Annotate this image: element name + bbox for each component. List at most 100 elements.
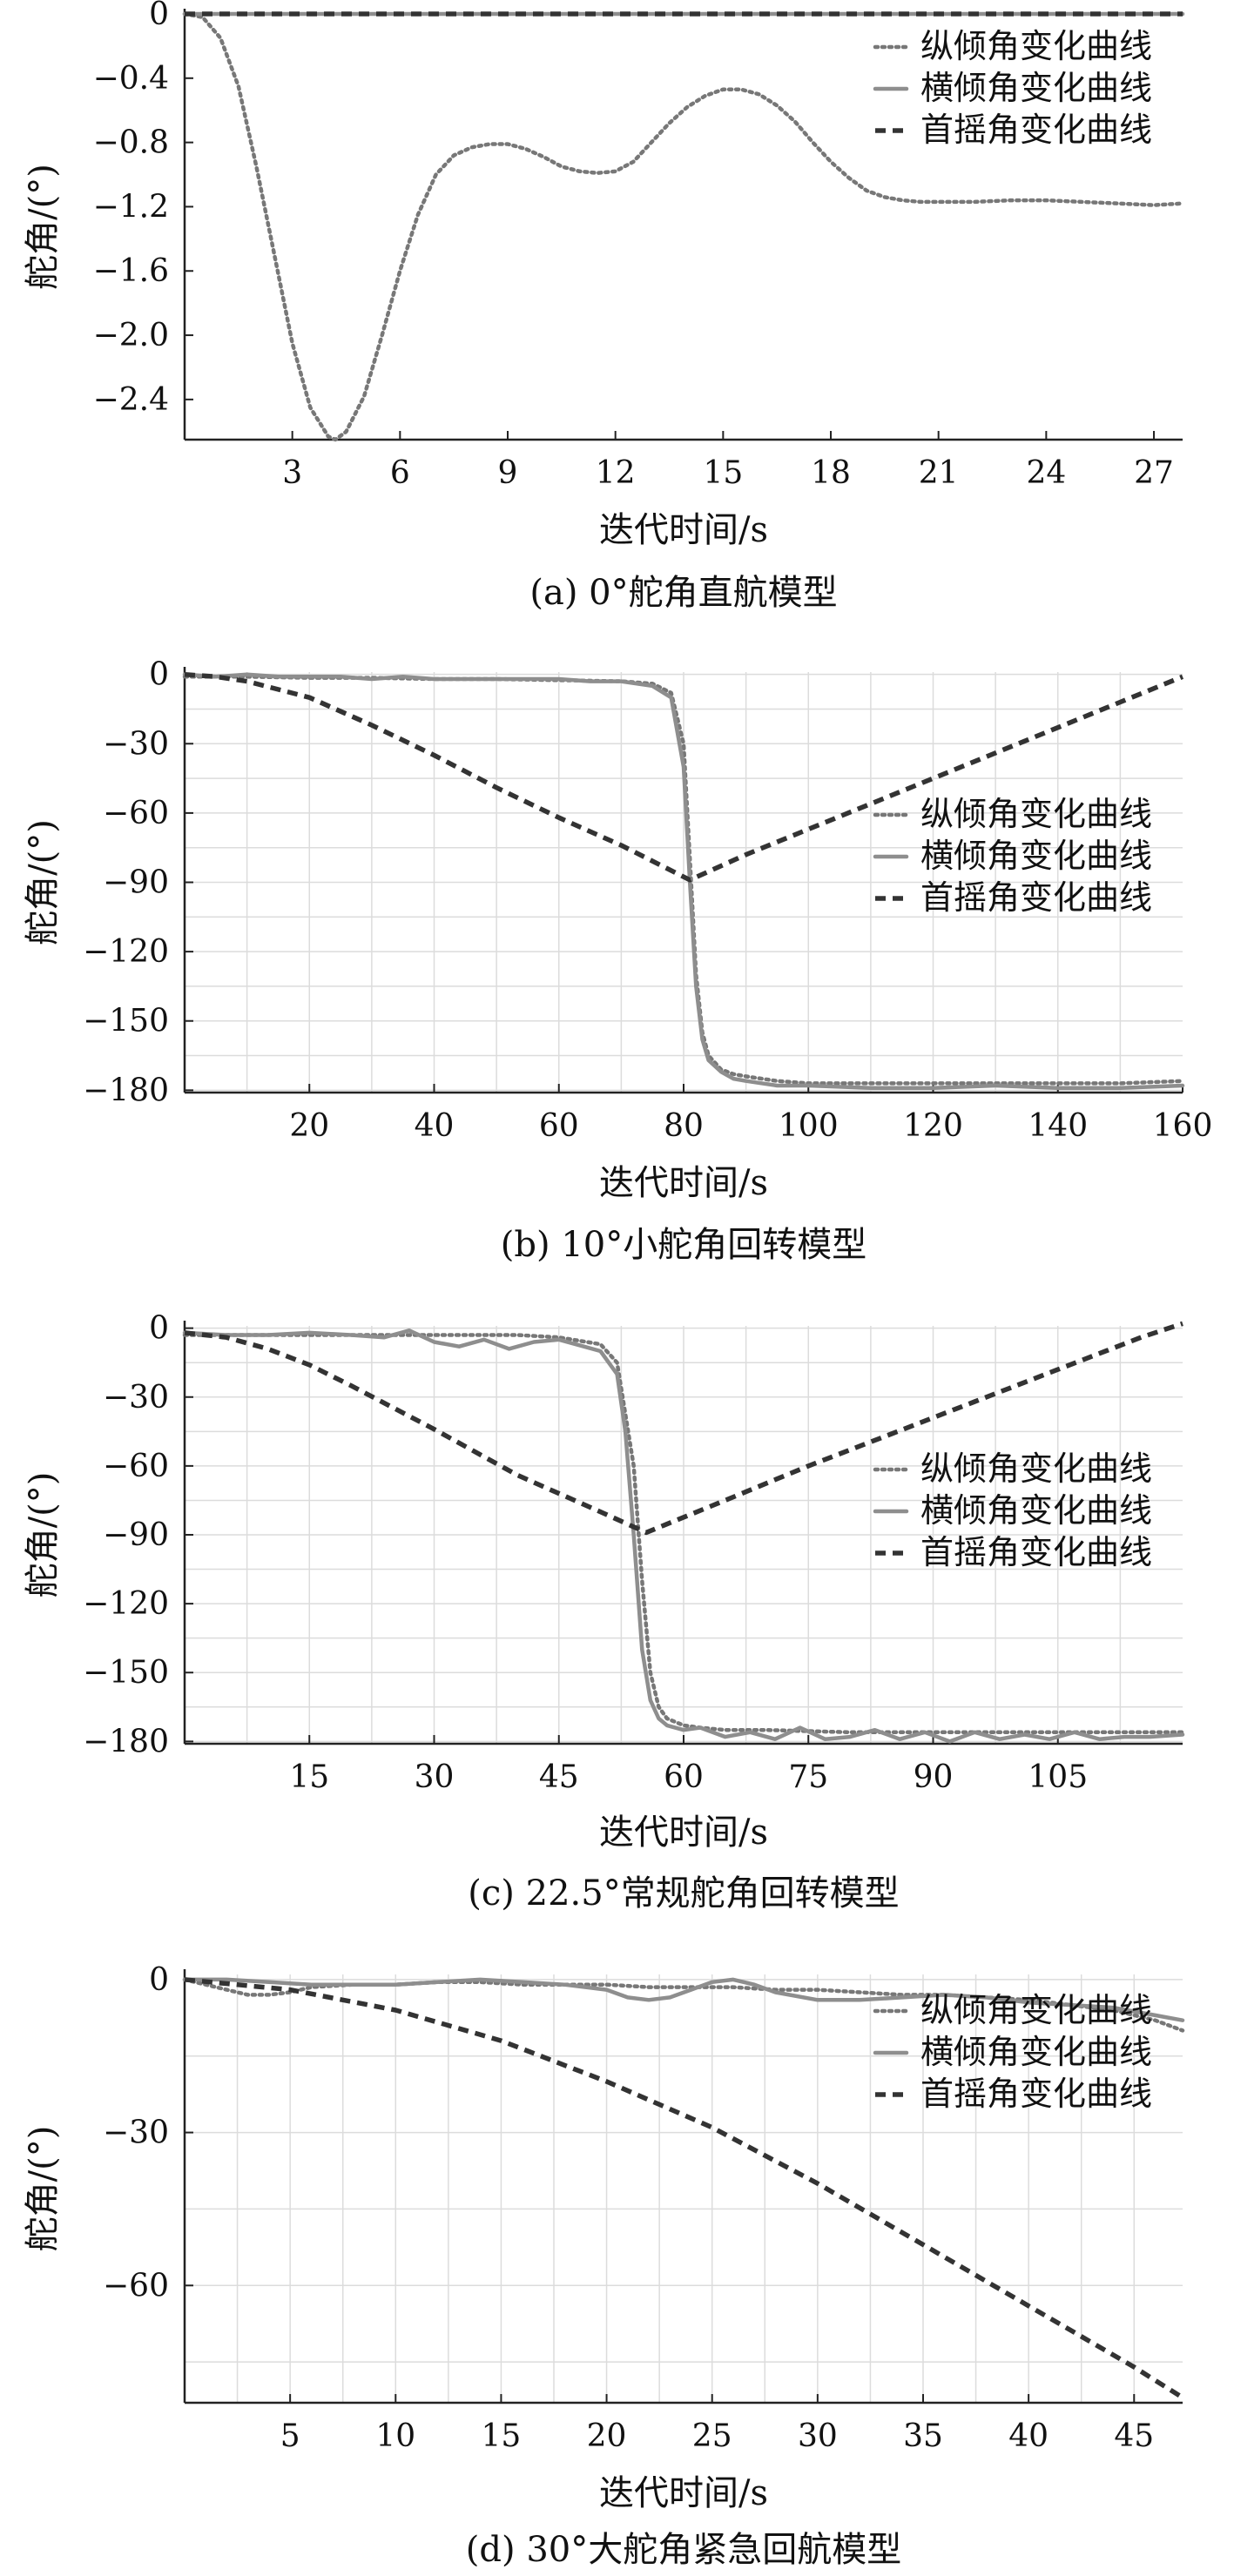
y-tick-label: −150 bbox=[83, 1004, 169, 1039]
x-tick-label: 30 bbox=[798, 2418, 838, 2454]
legend-label: 首摇角变化曲线 bbox=[920, 1533, 1152, 1571]
legend-label: 横倾角变化曲线 bbox=[920, 837, 1152, 875]
chart-panel-3: 15 30 45 60 75 90 105 0 −30 −60 −90 −120 −150 −180 纵倾角… bbox=[23, 1311, 1185, 1914]
y-tick-label: 0 bbox=[149, 1311, 169, 1347]
y-axis-label: 舵角/(°) bbox=[23, 1472, 63, 1598]
x-tick-label: 60 bbox=[664, 1759, 704, 1795]
x-tick-label: 21 bbox=[919, 455, 959, 491]
x-tick-label: 6 bbox=[390, 455, 410, 491]
chart-panel-1: 3 6 9 12 15 18 21 24 27 0 −0.4 −0.8 −1.2 −1.6 −2.0 −2.4… bbox=[23, 0, 1185, 613]
legend-label: 横倾角变化曲线 bbox=[920, 1491, 1152, 1530]
y-tick-label: −60 bbox=[103, 2268, 169, 2304]
y-axis-label: 舵角/(°) bbox=[23, 819, 63, 945]
legend-label: 横倾角变化曲线 bbox=[920, 69, 1152, 107]
chart-panel-4: 5 10 15 20 25 30 35 40 45 0 −30 −60 纵倾角变化曲线横倾角变化曲线首摇… bbox=[23, 1962, 1185, 2570]
x-axis-label: 迭代时间/s bbox=[599, 1163, 768, 1203]
x-tick-label: 75 bbox=[788, 1759, 828, 1795]
x-tick-label: 20 bbox=[587, 2418, 627, 2454]
grid bbox=[185, 1326, 1183, 1744]
x-tick-label: 100 bbox=[779, 1108, 839, 1144]
x-tick-label: 80 bbox=[664, 1108, 704, 1144]
x-tick-label: 27 bbox=[1134, 455, 1174, 491]
x-axis-label: 迭代时间/s bbox=[599, 510, 768, 550]
y-tick-label: −30 bbox=[103, 1380, 169, 1416]
x-tick-label: 15 bbox=[703, 455, 743, 491]
y-tick-label: −0.4 bbox=[93, 61, 169, 97]
y-tick-label: −1.2 bbox=[93, 189, 169, 225]
y-tick-label: −120 bbox=[83, 934, 169, 970]
y-tick-label: 0 bbox=[149, 657, 169, 693]
legend-label: 横倾角变化曲线 bbox=[920, 2033, 1152, 2071]
chart-caption: (b) 10°小舵角回转模型 bbox=[501, 1225, 866, 1265]
x-axis-label: 迭代时间/s bbox=[599, 2473, 768, 2513]
x-tick-label: 15 bbox=[482, 2418, 522, 2454]
y-tick-label: −60 bbox=[103, 796, 169, 831]
y-tick-label: −90 bbox=[103, 1517, 169, 1553]
legend-label: 首摇角变化曲线 bbox=[920, 111, 1152, 149]
y-axis-label: 舵角/(°) bbox=[23, 2126, 63, 2252]
x-axis-label: 迭代时间/s bbox=[599, 1813, 768, 1853]
legend-label: 纵倾角变化曲线 bbox=[920, 1449, 1152, 1488]
y-tick-label: −180 bbox=[83, 1724, 169, 1759]
x-tick-label: 25 bbox=[692, 2418, 732, 2454]
chart-caption: (d) 30°大舵角紧急回航模型 bbox=[466, 2530, 901, 2570]
x-tick-label: 5 bbox=[280, 2418, 300, 2454]
x-tick-label: 12 bbox=[596, 455, 636, 491]
y-tick-label: −150 bbox=[83, 1655, 169, 1691]
y-tick-label: −180 bbox=[83, 1073, 169, 1108]
chart-caption: (a) 0°舵角直航模型 bbox=[529, 573, 837, 613]
legend-label: 首摇角变化曲线 bbox=[920, 2075, 1152, 2113]
series-line-pitch bbox=[182, 11, 1185, 442]
y-tick-label: −60 bbox=[103, 1449, 169, 1484]
x-tick-label: 120 bbox=[903, 1108, 963, 1144]
x-tick-label: 3 bbox=[282, 455, 302, 491]
x-tick-label: 20 bbox=[289, 1108, 329, 1144]
legend-label: 纵倾角变化曲线 bbox=[920, 795, 1152, 833]
x-tick-label: 15 bbox=[289, 1759, 329, 1795]
x-tick-label: 45 bbox=[539, 1759, 579, 1795]
chart-panel-2: 20 40 60 80 100 120 140 160 0 −30 −60 −90 −120 −150 −1… bbox=[23, 657, 1212, 1265]
x-tick-label: 35 bbox=[903, 2418, 943, 2454]
y-tick-label: 0 bbox=[149, 0, 169, 32]
x-tick-label: 40 bbox=[415, 1108, 455, 1144]
x-tick-label: 40 bbox=[1008, 2418, 1049, 2454]
x-tick-label: 140 bbox=[1028, 1108, 1088, 1144]
x-tick-label: 10 bbox=[375, 2418, 415, 2454]
y-tick-label: 0 bbox=[149, 1962, 169, 1998]
x-tick-label: 60 bbox=[539, 1108, 579, 1144]
y-tick-label: −30 bbox=[103, 726, 169, 762]
x-tick-label: 90 bbox=[914, 1759, 954, 1795]
y-tick-label: −120 bbox=[83, 1586, 169, 1622]
x-tick-label: 30 bbox=[415, 1759, 455, 1795]
x-tick-label: 105 bbox=[1028, 1759, 1088, 1795]
y-tick-label: −0.8 bbox=[93, 125, 169, 161]
series-line-yaw bbox=[184, 671, 1184, 883]
x-tick-label: 45 bbox=[1114, 2418, 1154, 2454]
y-tick-label: −90 bbox=[103, 865, 169, 901]
grid bbox=[185, 1974, 1183, 2403]
y-tick-label: −30 bbox=[103, 2115, 169, 2151]
series-line-roll bbox=[182, 1328, 1185, 1744]
y-tick-label: −2.4 bbox=[93, 382, 169, 418]
legend-label: 首摇角变化曲线 bbox=[920, 878, 1152, 917]
series-line-pitch bbox=[182, 1333, 1185, 1735]
series-line-roll bbox=[182, 1977, 1185, 2022]
chart-caption: (c) 22.5°常规舵角回转模型 bbox=[468, 1873, 899, 1914]
legend-label: 纵倾角变化曲线 bbox=[920, 27, 1152, 65]
x-tick-label: 24 bbox=[1026, 455, 1066, 491]
y-axis-label: 舵角/(°) bbox=[23, 164, 63, 290]
x-tick-label: 160 bbox=[1153, 1108, 1213, 1144]
y-tick-label: −1.6 bbox=[93, 253, 169, 289]
series-line-yaw bbox=[184, 1977, 1184, 2400]
y-tick-label: −2.0 bbox=[93, 318, 169, 353]
series-line-roll bbox=[182, 672, 1185, 1090]
series-line-yaw bbox=[184, 1321, 1183, 1536]
x-tick-label: 18 bbox=[811, 455, 851, 491]
legend-label: 纵倾角变化曲线 bbox=[920, 1991, 1152, 2029]
x-tick-label: 9 bbox=[498, 455, 518, 491]
